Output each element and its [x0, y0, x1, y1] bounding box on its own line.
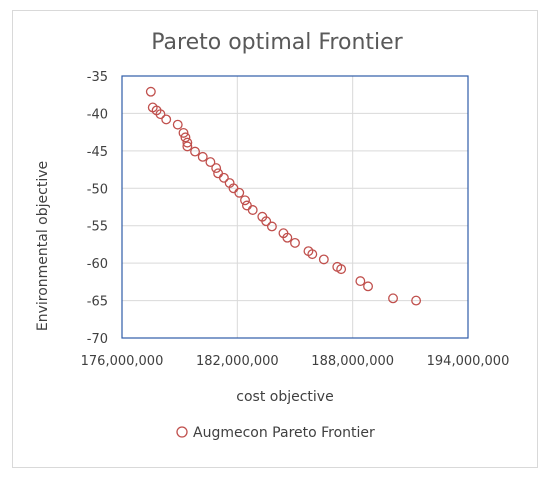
chart-title: Pareto optimal Frontier — [151, 30, 403, 55]
x-gridlines — [236, 76, 354, 338]
data-point — [213, 168, 224, 179]
data-point — [363, 281, 373, 292]
x-tick-labels: 176,000,000 182,000,000 188,000,000 194,000… — [81, 354, 510, 369]
legend-label: Augmecon Pareto Frontier — [193, 425, 375, 441]
data-point — [355, 276, 366, 287]
data-point — [182, 141, 193, 152]
y-tick-label: -60 — [87, 257, 108, 272]
data-point — [218, 172, 229, 183]
data-point — [155, 109, 166, 120]
plot-area-border — [121, 75, 469, 339]
y-tick-label: -70 — [87, 332, 108, 347]
data-point — [180, 132, 191, 143]
x-tick-label: 182,000,000 — [196, 354, 279, 369]
y-axis-label: Environmental objective — [35, 161, 51, 331]
y-tick-label: -50 — [87, 182, 108, 197]
data-points — [145, 86, 422, 306]
data-point — [388, 293, 398, 304]
legend-marker — [176, 426, 188, 438]
y-tick-label: -40 — [87, 107, 108, 122]
y-tick-labels: -35 -40 -45 -50 -55 -60 -65 -70 — [87, 70, 108, 347]
x-tick-label: 176,000,000 — [81, 354, 164, 369]
data-point — [190, 146, 200, 157]
legend: Augmecon Pareto Frontier — [176, 425, 375, 441]
y-tick-label: -55 — [87, 220, 108, 235]
x-axis-label: cost objective — [236, 389, 333, 405]
y-gridlines — [122, 112, 468, 302]
data-point — [240, 195, 250, 206]
data-point — [261, 216, 272, 227]
data-point — [205, 157, 216, 168]
data-point — [161, 114, 172, 125]
data-point — [290, 237, 300, 248]
data-point — [178, 127, 189, 138]
data-point — [411, 295, 422, 306]
data-point — [318, 254, 329, 265]
data-point — [266, 221, 277, 232]
data-point — [197, 151, 208, 162]
data-point — [241, 200, 252, 211]
y-tick-label: -65 — [87, 295, 108, 310]
data-point — [234, 187, 245, 198]
y-tick-label: -35 — [87, 70, 108, 85]
x-tick-label: 194,000,000 — [427, 354, 510, 369]
data-point — [182, 137, 193, 148]
data-point — [211, 163, 222, 174]
chart-frame — [12, 10, 538, 468]
data-point — [282, 232, 293, 243]
data-point — [336, 264, 347, 275]
data-point — [247, 205, 258, 215]
y-tick-label: -45 — [87, 145, 108, 160]
data-point — [307, 249, 318, 260]
data-point — [172, 119, 183, 130]
data-point — [145, 86, 156, 97]
x-tick-label: 188,000,000 — [311, 354, 394, 369]
